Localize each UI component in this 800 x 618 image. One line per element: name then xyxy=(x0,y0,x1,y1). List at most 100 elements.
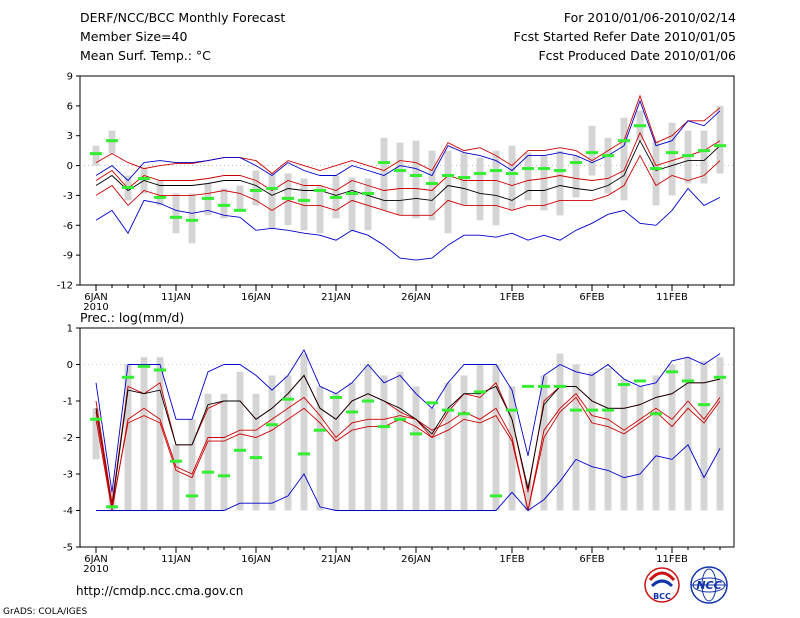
x-tick-label: 6JAN xyxy=(84,292,107,303)
y-tick-label: 0 xyxy=(67,360,73,371)
ensemble-box xyxy=(588,371,596,511)
obs-marker xyxy=(586,151,598,155)
obs-marker xyxy=(234,208,246,212)
ensemble-box xyxy=(332,393,340,511)
obs-marker xyxy=(554,384,566,388)
series-line-max xyxy=(95,187,721,261)
series-line-mean xyxy=(95,139,721,201)
obs-marker xyxy=(618,139,630,143)
ensemble-box xyxy=(460,375,468,511)
chart-title: DERF/NCC/BCC Monthly Forecast xyxy=(80,10,286,25)
x-tick-label: 21JAN xyxy=(321,292,351,303)
series-line-max xyxy=(95,348,721,493)
source-url: http://cmdp.ncc.cma.gov.cn xyxy=(76,584,243,598)
ensemble-box xyxy=(476,157,484,221)
obs-marker xyxy=(586,408,598,412)
ensemble-box xyxy=(124,364,132,511)
ensemble-box xyxy=(428,408,436,511)
ensemble-box xyxy=(348,382,356,511)
series-line-p25 xyxy=(95,393,721,511)
obs-marker xyxy=(666,370,678,374)
obs-marker xyxy=(186,494,198,498)
ensemble-box xyxy=(364,364,372,511)
obs-marker xyxy=(410,432,422,436)
ensemble-box xyxy=(428,150,436,221)
x-tick-label: 26JAN xyxy=(401,292,431,303)
ensemble-box xyxy=(716,105,724,174)
obs-marker xyxy=(458,412,470,416)
ensemble-box xyxy=(268,173,276,229)
obs-marker xyxy=(666,151,678,155)
obs-marker xyxy=(410,174,422,178)
ensemble-box xyxy=(556,353,564,511)
obs-marker xyxy=(506,408,518,412)
ensemble-box xyxy=(524,481,532,511)
ensemble-box xyxy=(236,371,244,511)
y-tick-label: -3 xyxy=(63,191,73,202)
obs-marker xyxy=(186,218,198,222)
ensemble-box xyxy=(252,393,260,511)
x-tick-label: 16JAN xyxy=(241,554,271,565)
obs-marker xyxy=(682,379,694,383)
ensemble-box xyxy=(572,364,580,511)
y-tick-label: -12 xyxy=(57,281,73,292)
ensemble-box xyxy=(652,375,660,511)
obs-marker xyxy=(474,390,486,394)
series-line-p25 xyxy=(95,131,721,192)
ensemble-box xyxy=(412,140,420,219)
ensemble-box xyxy=(188,193,196,244)
obs-marker xyxy=(650,412,662,416)
ncc-logo: NCC xyxy=(690,566,728,604)
bcc-logo: BCC xyxy=(644,567,680,603)
ensemble-box xyxy=(588,125,596,176)
obs-marker xyxy=(298,198,310,202)
obs-marker xyxy=(650,167,662,171)
ensemble-box xyxy=(92,408,100,460)
obs-marker xyxy=(218,474,230,478)
obs-marker xyxy=(362,399,374,403)
ensemble-box xyxy=(316,386,324,511)
obs-marker xyxy=(554,169,566,173)
ensemble-box xyxy=(284,375,292,511)
obs-marker xyxy=(634,124,646,128)
y-tick-label: -2 xyxy=(63,433,73,444)
obs-marker xyxy=(314,428,326,432)
obs-marker xyxy=(506,172,518,176)
y-tick-label: 9 xyxy=(67,72,73,83)
x-tick-label: 6FEB xyxy=(579,554,604,565)
obs-marker xyxy=(490,169,502,173)
ensemble-box xyxy=(508,386,516,511)
obs-marker xyxy=(346,410,358,414)
ensemble-box xyxy=(668,364,676,511)
forecast-started-date: Fcst Started Refer Date 2010/01/05 xyxy=(513,29,737,44)
obs-marker xyxy=(442,174,454,178)
obs-marker xyxy=(218,203,230,207)
ensemble-box xyxy=(204,393,212,511)
ensemble-box xyxy=(716,357,724,511)
ensemble-box xyxy=(396,371,404,511)
ensemble-box xyxy=(492,150,500,226)
ensemble-box xyxy=(300,178,308,231)
ensemble-box xyxy=(140,357,148,511)
ensemble-box xyxy=(220,188,228,219)
obs-marker xyxy=(634,379,646,383)
obs-marker xyxy=(474,172,486,176)
obs-marker xyxy=(138,177,150,181)
grads-credit: GrADS: COLA/IGES xyxy=(3,607,87,617)
ensemble-box xyxy=(444,382,452,511)
ensemble-box xyxy=(604,137,612,194)
ensemble-box xyxy=(268,375,276,511)
ensemble-box xyxy=(172,444,180,511)
obs-marker xyxy=(282,196,294,200)
x-tick-label: 11FEB xyxy=(656,554,688,565)
obs-marker xyxy=(138,364,150,368)
obs-marker xyxy=(602,154,614,158)
ensemble-box xyxy=(620,117,628,201)
obs-marker xyxy=(602,408,614,412)
ensemble-box xyxy=(316,185,324,234)
obs-marker xyxy=(202,470,214,474)
y-tick-label: -9 xyxy=(63,251,73,262)
x-tick-label: 6FEB xyxy=(579,292,604,303)
obs-marker xyxy=(90,152,102,156)
